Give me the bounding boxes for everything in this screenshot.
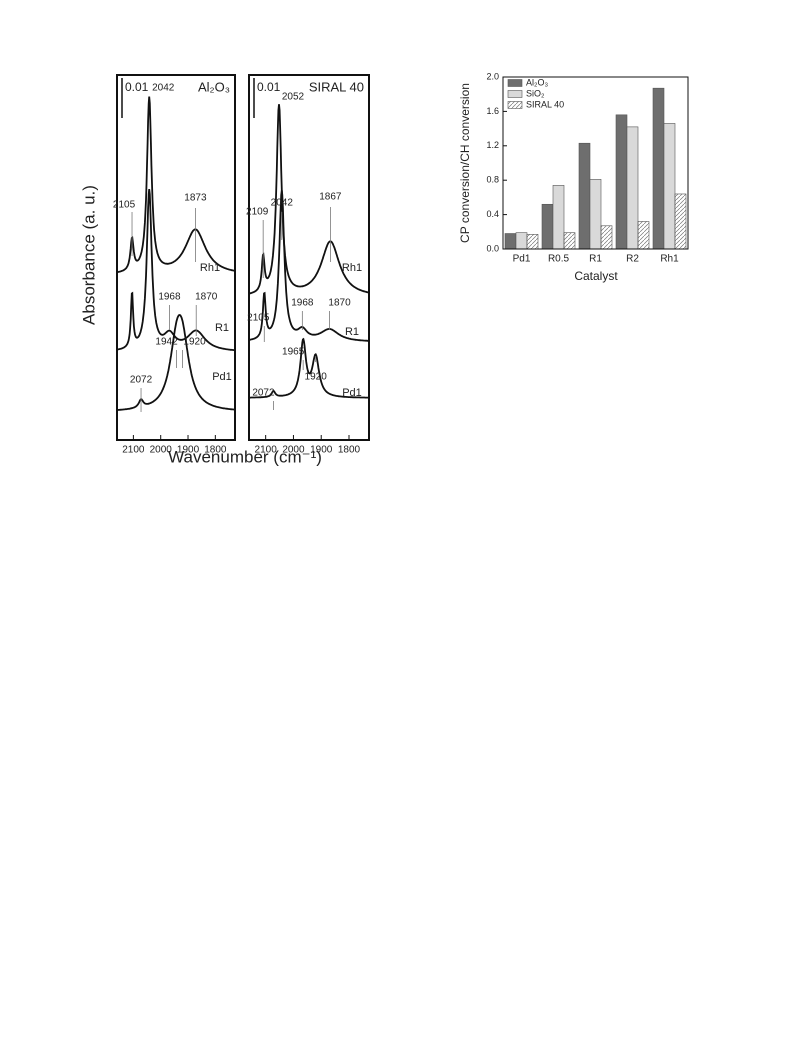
peak-label: 1965 (282, 347, 305, 358)
bar (600, 225, 613, 250)
bar (526, 234, 539, 250)
peak-label: 2052 (282, 92, 305, 103)
scale-label: 0.01 (257, 80, 281, 94)
legend-label: SiO₂ (526, 88, 545, 98)
peak-label: 1942 (155, 337, 178, 348)
x-axis-label: Wavenumber (cm⁻¹) (168, 447, 322, 466)
curve-label: R1 (215, 322, 229, 334)
bar (637, 221, 650, 250)
spectrum-curve (249, 190, 370, 342)
legend-swatch (507, 90, 523, 98)
spectrum-curve (117, 314, 235, 411)
x-axis-label: Catalyst (574, 269, 618, 283)
x-tick-label: 2100 (255, 445, 278, 456)
bar (563, 232, 576, 250)
peak-label: 2109 (246, 207, 269, 218)
peak-label: 1968 (291, 298, 314, 309)
legend-label: Al₂O₃ (526, 77, 548, 87)
bar (626, 126, 639, 250)
y-tick-label: 2.0 (486, 71, 499, 81)
bar (652, 87, 665, 250)
x-tick-label: 2000 (282, 445, 305, 456)
panel-frame (248, 74, 370, 441)
curve-label: Rh1 (342, 262, 362, 274)
y-axis-label: Absorbance (a. u.) (79, 185, 98, 325)
y-tick-label: 0.4 (486, 209, 499, 219)
x-tick-label: Rh1 (660, 254, 679, 265)
curve-label: Pd1 (342, 387, 362, 399)
x-tick-label: R1 (589, 254, 602, 265)
x-tick-label: R2 (626, 254, 639, 265)
curve-label: Pd1 (212, 371, 232, 383)
peak-label: 1867 (319, 192, 342, 203)
y-tick-label: 1.2 (486, 140, 499, 150)
panel-title: Al₂O₃ (198, 79, 230, 94)
x-tick-label: 2100 (122, 445, 145, 456)
peak-label: 1968 (158, 292, 181, 303)
spectrum-curve (116, 96, 236, 274)
peak-label: 2105 (247, 313, 270, 324)
peak-label: 1873 (184, 193, 207, 204)
spectrum-curve (117, 188, 236, 352)
bar (615, 114, 628, 250)
curve-label: Rh1 (200, 262, 220, 274)
x-tick-label: R0.5 (548, 254, 570, 265)
peak-label: 2105 (113, 200, 136, 211)
peak-label: 1870 (195, 292, 218, 303)
panel-frame (116, 74, 236, 441)
peak-label: 2042 (271, 198, 294, 209)
x-tick-label: 1800 (338, 445, 361, 456)
legend-swatch (507, 101, 523, 109)
x-tick-label: 1900 (310, 445, 333, 456)
legend-swatch (507, 79, 523, 87)
scale-label: 0.01 (125, 80, 149, 94)
spectrum-curve (249, 337, 369, 399)
bar (552, 185, 565, 250)
y-tick-label: 0.0 (486, 243, 499, 253)
peak-label: 2042 (152, 83, 175, 94)
peak-label: 1870 (328, 298, 351, 309)
curve-label: R1 (345, 326, 359, 338)
bar (663, 123, 676, 250)
peak-label: 1920 (305, 372, 328, 383)
bar (504, 233, 517, 250)
y-axis-label: CP conversion/CH conversion (458, 83, 472, 243)
panel-title: SIRAL 40 (309, 79, 364, 94)
peak-label: 1920 (183, 337, 206, 348)
bar (515, 232, 528, 250)
x-tick-label: 1900 (177, 445, 200, 456)
plot-frame (502, 76, 689, 250)
x-tick-label: 2000 (150, 445, 173, 456)
spectrum-curve (248, 104, 370, 295)
peak-label: 2072 (252, 388, 275, 399)
x-tick-label: Pd1 (513, 254, 531, 265)
y-tick-label: 0.8 (486, 175, 499, 185)
y-tick-label: 1.6 (486, 106, 499, 116)
bar (578, 142, 591, 250)
bar (541, 203, 554, 250)
legend-label: SIRAL 40 (526, 99, 564, 109)
x-tick-label: 1800 (204, 445, 227, 456)
bar (674, 193, 687, 250)
peak-label: 2072 (130, 375, 153, 386)
bar (589, 179, 602, 250)
